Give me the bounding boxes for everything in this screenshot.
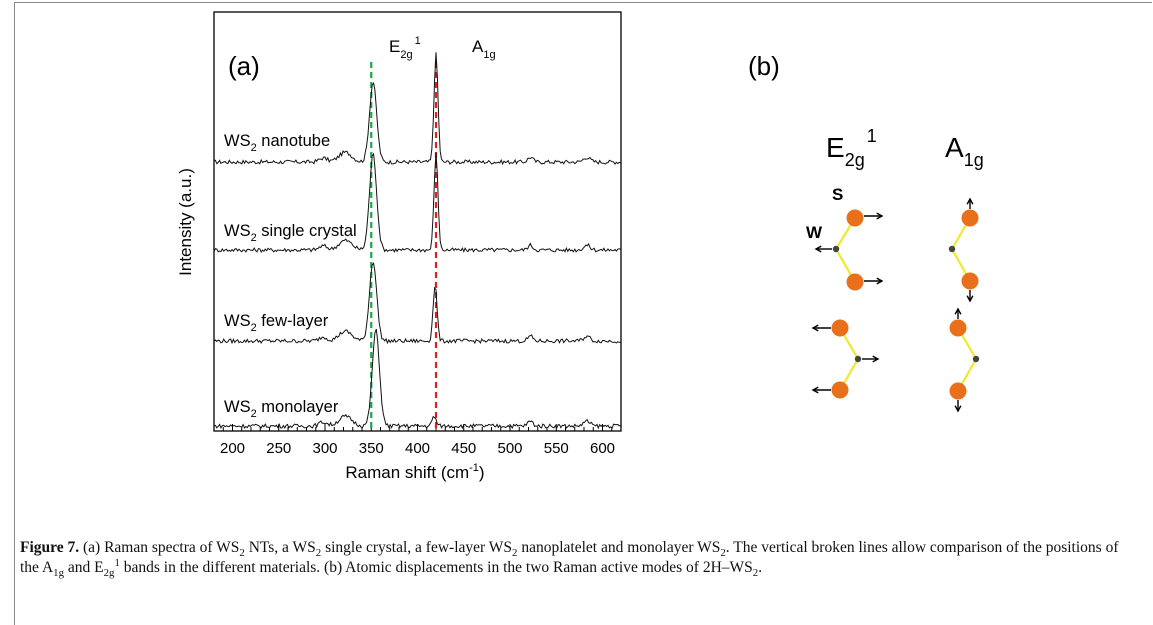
e2g1-peak-label: E2g1 [389,35,421,61]
a1g-mode-title: A1g [945,132,984,170]
arrow-head [811,386,819,394]
arrow-head [811,324,819,332]
trace-label-monolayer: WS2 monolayer [224,398,339,420]
sulfur-atom [961,209,979,227]
arrow-head [966,295,974,303]
sulfur-atom [831,381,849,399]
figure-7-graphic: (a) 200 250 300 350 400 450 500 550 600 E2g1 A1g… [176,11,984,482]
trace-label-few-layer: WS2 few-layer [224,312,329,334]
trace-label-single-crystal: WS2 single crystal [224,222,357,244]
spectrum-line [213,262,621,345]
arrow-head [966,197,974,205]
x-tick-label: 400 [405,440,430,457]
page-left-rule [14,2,15,625]
x-axis-label: Raman shift (cm-1) [345,462,484,482]
caption-figure-label: Figure 7. [20,539,80,556]
x-tick-label: 450 [451,440,476,457]
sulfur-atom [949,319,967,337]
reference-lines [370,62,438,431]
atomic-displacement-diagrams [811,197,980,413]
x-tick-label: 300 [312,440,337,457]
x-tick-label: 600 [590,440,615,457]
sulfur-atom [961,272,979,290]
a1g-peak-label: A1g [472,37,496,61]
arrow-head [876,212,884,220]
y-axis-label: Intensity (a.u.) [176,168,195,276]
sulfur-atom [831,319,849,337]
spectrum-line [213,152,621,253]
arrow-head [872,355,880,363]
x-axis-tick-labels: 200 250 300 350 400 450 500 550 600 [220,440,615,457]
x-tick-label: 250 [266,440,291,457]
x-tick-label: 350 [359,440,384,457]
tungsten-atom-label: W [806,223,823,242]
tungsten-atom [854,355,862,363]
arrow-head [814,245,822,253]
sulfur-atom [949,382,967,400]
arrow-head [876,277,884,285]
spectrum-line [213,52,621,166]
x-tick-label: 500 [497,440,522,457]
spectra-traces [213,52,621,430]
spectrum-line [213,328,621,430]
x-tick-label: 200 [220,440,245,457]
e2g1-mode-title: E2g1 [826,126,877,170]
sulfur-atom [846,209,864,227]
panel-b-label: (b) [748,51,780,81]
arrow-head [954,405,962,413]
tungsten-atom [972,355,980,363]
tungsten-atom [832,245,840,253]
figure-caption: Figure 7. (a) Raman spectra of WS2 NTs, … [20,539,1119,580]
panel-a-label: (a) [228,51,260,81]
sulfur-atom [846,273,864,291]
sulfur-atom-label: S [832,185,843,204]
x-tick-label: 550 [544,440,569,457]
trace-label-nanotube: WS2 nanotube [224,132,330,154]
arrow-head [954,307,962,315]
page-top-rule [14,2,1152,3]
tungsten-atom [948,245,956,253]
